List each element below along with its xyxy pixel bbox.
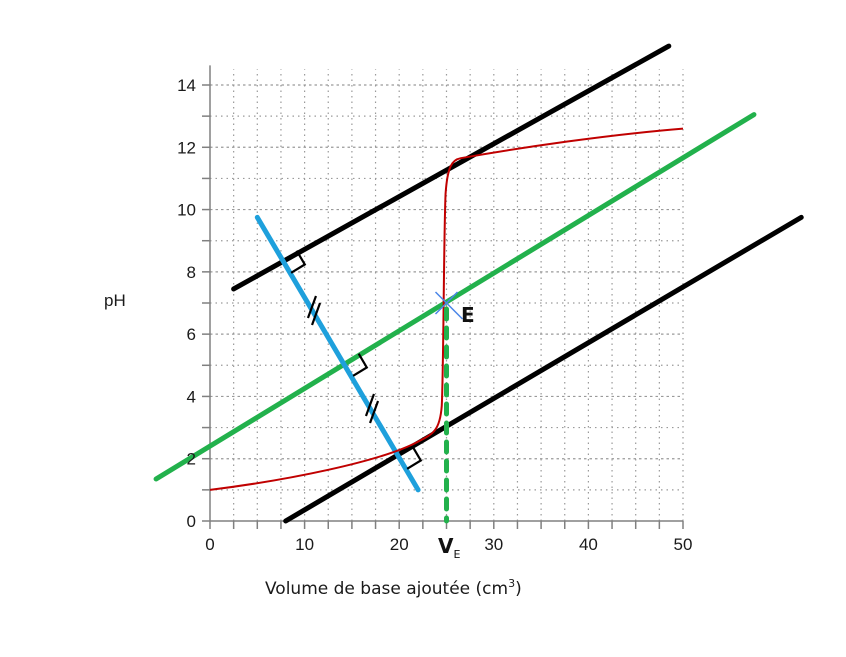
equivalence-cross-icon <box>434 291 459 315</box>
x-tick-label: 20 <box>390 535 409 554</box>
equivalence-cross-icon <box>434 291 464 320</box>
equal-length-mark <box>364 393 376 417</box>
y-axis-label: pH <box>104 291 126 310</box>
upper-tangent-line <box>231 43 672 292</box>
series-layer <box>153 43 804 524</box>
x-tick-label: 40 <box>579 535 598 554</box>
equal-length-mark <box>368 400 380 424</box>
y-tick-label: 14 <box>177 76 196 95</box>
y-tick-label: 8 <box>187 263 196 282</box>
right-angle-mark <box>290 250 307 274</box>
lower-tangent-line <box>283 214 804 524</box>
median-parallel-line <box>153 112 757 482</box>
equivalence-point-label: E <box>461 303 475 327</box>
geometric-marks <box>290 250 464 470</box>
perpendicular-segment <box>254 214 421 493</box>
y-tick-label: 2 <box>187 450 196 469</box>
ve-label: VE <box>438 534 460 561</box>
titration-curve <box>209 127 684 491</box>
y-tick-label: 0 <box>187 512 196 531</box>
x-axis-label: Volume de base ajoutée (cm3) <box>265 577 522 599</box>
equal-length-mark <box>310 302 322 326</box>
y-tick-label: 6 <box>187 325 196 344</box>
x-tick-label: 0 <box>205 535 214 554</box>
equal-length-mark <box>306 295 318 319</box>
y-tick-label: 10 <box>177 201 196 220</box>
x-tick-label: 10 <box>295 535 314 554</box>
y-tick-label: 4 <box>187 387 196 406</box>
x-tick-label: 50 <box>674 535 693 554</box>
tick-labels: 0 10 20 30 40 50 0 2 4 6 8 10 12 14 <box>177 76 692 554</box>
x-tick-label: 30 <box>484 535 503 554</box>
right-angle-mark <box>406 446 423 470</box>
y-tick-label: 12 <box>177 138 196 157</box>
right-angle-mark <box>352 353 369 377</box>
